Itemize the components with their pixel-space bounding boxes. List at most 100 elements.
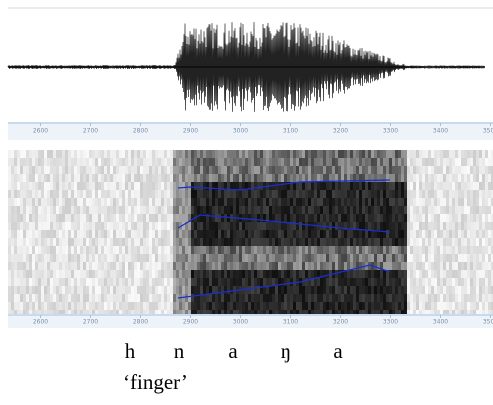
spectrogram-cell	[437, 230, 440, 238]
spectrogram-cell	[164, 222, 167, 230]
spectrogram-cell	[260, 174, 263, 182]
spectrogram-cell	[68, 254, 71, 262]
spectrogram-cell	[146, 206, 149, 214]
spectrogram-cell	[395, 294, 398, 302]
spectrogram-cell	[194, 190, 197, 198]
spectrogram-cell	[26, 206, 29, 214]
spectrogram-cell	[293, 166, 296, 174]
spectrogram-cell	[254, 150, 257, 158]
spectrogram-cell	[272, 206, 275, 214]
spectrogram-cell	[389, 158, 392, 166]
spectrogram-cell	[476, 198, 479, 206]
spectrogram-cell	[383, 174, 386, 182]
spectrogram-cell	[392, 238, 395, 246]
spectrogram-cell	[296, 190, 299, 198]
spectrogram-cell	[476, 270, 479, 278]
spectrogram-cell	[362, 302, 365, 310]
spectrogram-cell	[455, 246, 458, 254]
spectrogram-cell	[188, 254, 191, 262]
spectrogram-cell	[281, 294, 284, 302]
spectrogram-cell	[17, 174, 20, 182]
spectrogram-cell	[191, 270, 194, 278]
spectrogram-cell	[50, 182, 53, 190]
spectrogram-cell	[305, 302, 308, 310]
spectrogram-cell	[119, 278, 122, 286]
spectrogram-cell	[170, 230, 173, 238]
spectrogram-cell	[95, 222, 98, 230]
spectrogram-cell	[155, 262, 158, 270]
spectrogram-cell	[380, 270, 383, 278]
spectrogram-cell	[14, 278, 17, 286]
spectrogram-cell	[353, 230, 356, 238]
spectrogram-cell	[470, 238, 473, 246]
spectrogram-cell	[290, 214, 293, 222]
spectrogram-cell	[407, 222, 410, 230]
spectrogram-cell	[482, 254, 485, 262]
spectrogram-cell	[107, 302, 110, 310]
spectrogram-cell	[362, 286, 365, 294]
spectrogram-cell	[287, 246, 290, 254]
spectrogram-cell	[425, 222, 428, 230]
spectrogram-cell	[131, 166, 134, 174]
spectrogram-cell	[182, 286, 185, 294]
spectrogram-cell	[398, 270, 401, 278]
spectrogram-cell	[473, 254, 476, 262]
spectrogram-cell	[152, 278, 155, 286]
spectrogram-cell	[419, 222, 422, 230]
spectrogram-cell	[164, 206, 167, 214]
spectrogram-cell	[425, 246, 428, 254]
spectrogram-cell	[287, 158, 290, 166]
spectrogram-cell	[383, 254, 386, 262]
ruler-label: 3500	[483, 128, 493, 135]
spectrogram-cell	[278, 294, 281, 302]
spectrogram-cell	[83, 294, 86, 302]
spectrogram-cell	[425, 230, 428, 238]
spectrogram-cell	[188, 158, 191, 166]
spectrogram-cell	[110, 158, 113, 166]
spectrogram-cell	[368, 254, 371, 262]
spectrogram-cell	[242, 230, 245, 238]
spectrogram-cell	[149, 294, 152, 302]
spectrogram-cell	[143, 238, 146, 246]
spectrogram-cell	[146, 214, 149, 222]
spectrogram-cell	[239, 182, 242, 190]
spectrogram-cell	[149, 198, 152, 206]
spectrogram-cell	[344, 302, 347, 310]
spectrogram-cell	[392, 206, 395, 214]
spectrogram-cell	[467, 158, 470, 166]
spectrogram-cell	[116, 238, 119, 246]
spectrogram-cell	[455, 214, 458, 222]
spectrogram-cell	[401, 150, 404, 158]
spectrogram-cell	[431, 182, 434, 190]
spectrogram-cell	[464, 286, 467, 294]
spectrogram-cell	[56, 238, 59, 246]
spectrogram-cell	[128, 246, 131, 254]
spectrogram-cell	[482, 182, 485, 190]
spectrogram-cell	[101, 294, 104, 302]
spectrogram-cell	[350, 182, 353, 190]
spectrogram-cell	[260, 206, 263, 214]
spectrogram-cell	[200, 158, 203, 166]
spectrogram-cell	[278, 286, 281, 294]
spectrogram-cell	[47, 278, 50, 286]
spectrogram-cell	[326, 230, 329, 238]
spectrogram-cell	[323, 302, 326, 310]
spectrogram-cell	[155, 238, 158, 246]
spectrogram-cell	[212, 270, 215, 278]
spectrogram-cell	[323, 206, 326, 214]
spectrogram-cell	[212, 294, 215, 302]
spectrogram-cell	[371, 222, 374, 230]
spectrogram-cell	[161, 182, 164, 190]
spectrogram-cell	[350, 150, 353, 158]
spectrogram-cell	[296, 214, 299, 222]
spectrogram-cell	[20, 238, 23, 246]
spectrogram-cell	[194, 246, 197, 254]
spectrogram-cell	[71, 278, 74, 286]
spectrogram-cell	[260, 262, 263, 270]
spectrogram-cell	[17, 254, 20, 262]
spectrogram-cell	[368, 166, 371, 174]
spectrogram-cell	[428, 302, 431, 310]
spectrogram-cell	[470, 222, 473, 230]
spectrogram-cell	[17, 214, 20, 222]
spectrogram-cell	[332, 278, 335, 286]
